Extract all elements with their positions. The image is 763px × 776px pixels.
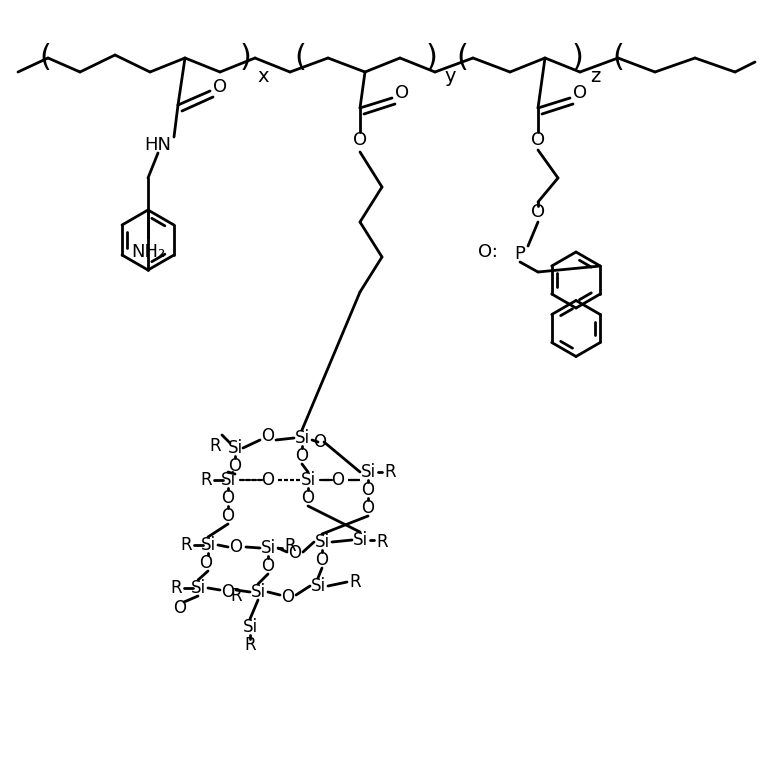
Text: O: O <box>362 481 375 499</box>
Text: R: R <box>180 536 192 554</box>
Text: O: O <box>221 583 234 601</box>
Text: O: O <box>213 78 227 96</box>
Text: R: R <box>384 463 396 481</box>
Text: Si: Si <box>201 536 216 554</box>
Text: O: O <box>221 507 234 525</box>
Text: (: ( <box>456 43 468 72</box>
Text: Si: Si <box>191 579 205 597</box>
Text: O: O <box>301 489 314 507</box>
Text: O: O <box>295 447 308 465</box>
Text: R: R <box>284 537 295 555</box>
Text: R: R <box>230 587 242 605</box>
Text: Si: Si <box>360 463 375 481</box>
Text: NH₂: NH₂ <box>131 243 165 261</box>
Text: R: R <box>201 471 212 489</box>
Text: O: O <box>573 84 587 102</box>
Text: Si: Si <box>221 471 236 489</box>
Text: O: O <box>228 457 242 475</box>
Text: O: O <box>230 538 243 556</box>
Text: HN: HN <box>144 136 172 154</box>
Text: ): ) <box>239 43 251 72</box>
Text: R: R <box>244 636 256 654</box>
Text: Si: Si <box>301 471 316 489</box>
Text: O: O <box>288 544 301 562</box>
Text: O: O <box>314 433 327 451</box>
Text: O: O <box>262 427 275 445</box>
Text: Si: Si <box>295 429 310 447</box>
Text: O: O <box>315 551 329 569</box>
Text: O: O <box>362 499 375 517</box>
Text: O: O <box>395 84 409 102</box>
Text: Si: Si <box>250 583 266 601</box>
Text: y: y <box>444 67 456 85</box>
Text: (: ( <box>294 43 306 72</box>
Text: x: x <box>257 67 269 85</box>
Text: Si: Si <box>243 618 258 636</box>
Text: O: O <box>173 599 186 617</box>
Text: (: ( <box>612 43 624 72</box>
Text: R: R <box>376 533 388 551</box>
Text: Si: Si <box>227 439 243 457</box>
Text: O: O <box>353 131 367 149</box>
Text: R: R <box>209 437 221 455</box>
Text: O: O <box>199 554 213 572</box>
Text: Si: Si <box>260 539 275 557</box>
Text: O: O <box>531 203 545 221</box>
Text: R: R <box>170 579 182 597</box>
Text: O: O <box>282 588 295 606</box>
Text: (: ( <box>39 43 51 72</box>
Text: Si: Si <box>353 531 368 549</box>
Text: Si: Si <box>311 577 326 595</box>
Text: Si: Si <box>314 533 330 551</box>
Text: z: z <box>590 67 600 85</box>
Text: O: O <box>221 489 234 507</box>
Text: ): ) <box>571 43 583 72</box>
Text: O:: O: <box>478 243 498 261</box>
Text: P: P <box>514 245 526 263</box>
Text: O: O <box>531 131 545 149</box>
Text: O: O <box>331 471 345 489</box>
Text: ): ) <box>426 43 438 72</box>
Text: O: O <box>262 557 275 575</box>
Text: O: O <box>262 471 275 489</box>
Text: R: R <box>349 573 361 591</box>
